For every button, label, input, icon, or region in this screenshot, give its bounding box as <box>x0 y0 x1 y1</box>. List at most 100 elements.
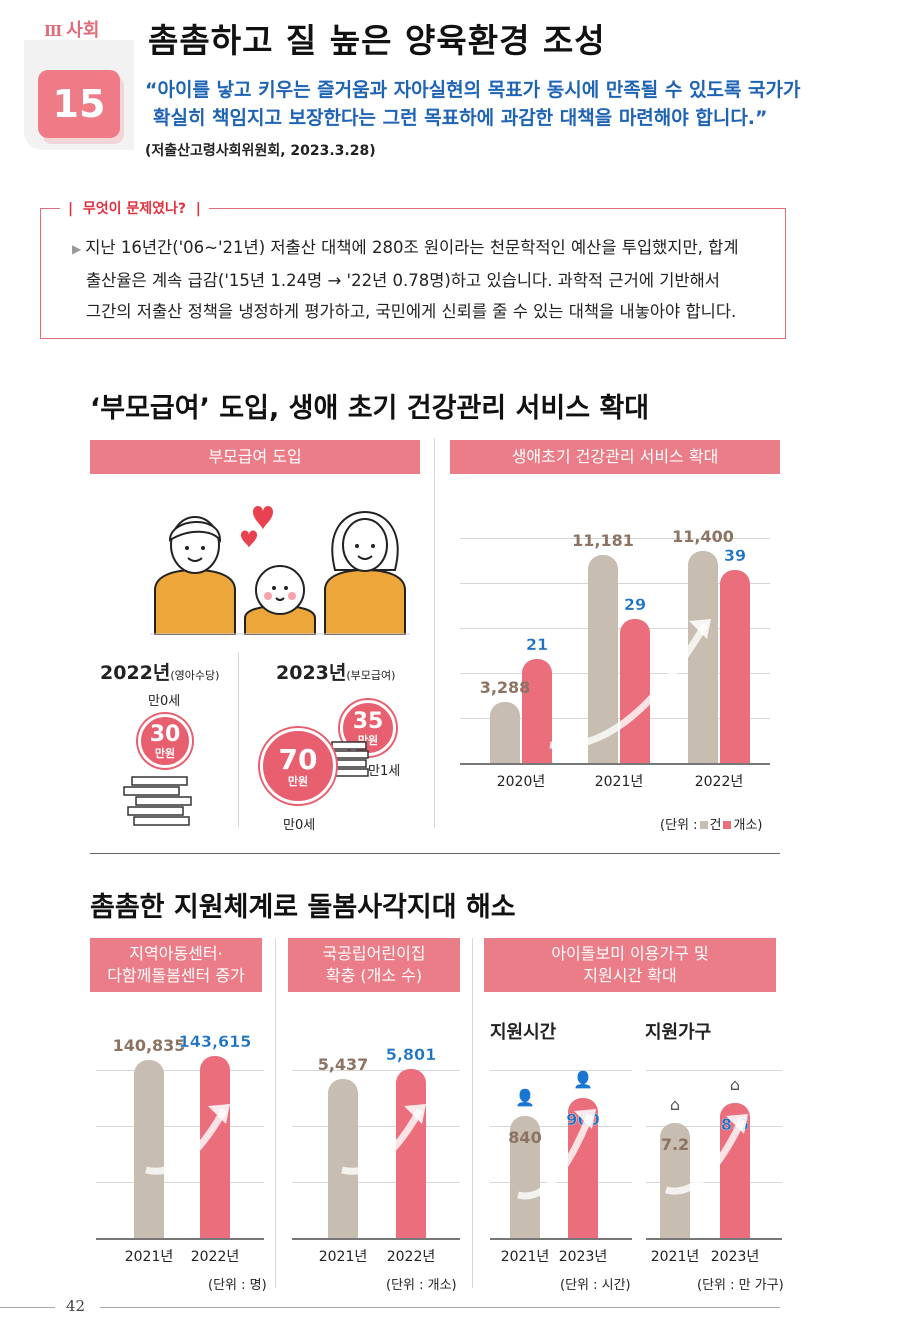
value-label: 143,615 <box>178 1032 252 1052</box>
value-label: 7.2 <box>660 1135 690 1155</box>
trend-arrow-head <box>208 1104 230 1124</box>
trend-arrow-shaft <box>665 1118 746 1195</box>
year-2022-heading: 2022년(영아수당) <box>100 658 219 685</box>
bar-after <box>396 1068 426 1238</box>
section-tag: Ⅲ 사회 <box>44 16 99 42</box>
coin-30: 30 만원 <box>138 714 192 768</box>
value-label: 39 <box>723 545 747 565</box>
coin-value: 35 <box>352 708 384 734</box>
band-line: 다함께돌봄센터 증가 <box>107 966 245 985</box>
grid-line <box>460 538 770 539</box>
x-tick-label: 2023년 <box>558 1249 608 1265</box>
grid-line <box>646 1070 782 1071</box>
value-label: 21 <box>525 634 549 654</box>
age-label: 만0세 <box>148 694 181 709</box>
x-axis <box>460 763 770 765</box>
grid-line <box>490 1126 632 1127</box>
x-tick-label: 2021년 <box>124 1249 174 1265</box>
bar-sites <box>522 658 552 763</box>
trend-arrow-icon <box>549 619 711 750</box>
grid-line <box>646 1182 782 1183</box>
band-line: 확충 (개소 수) <box>325 966 423 985</box>
bar-sites <box>620 619 650 763</box>
footer-line <box>0 1307 55 1308</box>
value-label: 5,437 <box>317 1055 369 1075</box>
band-childcare-centers: 지역아동센터· 다함께돌봄센터 증가 <box>90 938 262 992</box>
x-axis <box>646 1238 782 1240</box>
quote-source: (저출산고령사회위원회, 2023.3.28) <box>145 143 376 159</box>
heart-icon <box>253 506 273 530</box>
person-icon: 👤 <box>515 1087 535 1107</box>
item-number: 15 <box>38 70 120 138</box>
legend-beige-swatch <box>699 821 708 829</box>
legend-label: 개소) <box>733 818 763 833</box>
year-2023: 2023년 <box>276 662 347 684</box>
trend-arrow-head <box>404 1104 426 1124</box>
section1-title: ‘부모급여’ 도입, 생애 초기 건강관리 서비스 확대 <box>90 393 650 424</box>
age-label: 만1세 <box>368 764 401 779</box>
coin-stack-icon <box>123 776 192 826</box>
value-label: 29 <box>623 595 647 615</box>
value-label: 11,400 <box>672 527 734 547</box>
chart5-unit: (단위 : 만 가구) <box>697 1278 784 1293</box>
x-axis <box>96 1238 264 1240</box>
page-title: 촘촘하고 질 높은 양육환경 조성 <box>148 21 606 60</box>
bar-cases <box>688 551 718 763</box>
legend-pink-swatch <box>723 821 732 829</box>
section-divider <box>90 853 780 854</box>
value-label: 3,288 <box>479 677 531 697</box>
trend-arrow-head <box>689 619 711 639</box>
year-2022-note: (영아수당) <box>170 669 220 682</box>
year-2022: 2022년 <box>100 662 171 684</box>
problem-line: 지난 16년간('06~'21년) 저출산 대책에 280조 원이라는 천문학적… <box>85 238 739 257</box>
house-icon: ⌂ <box>669 1095 681 1115</box>
value-label: 11,181 <box>572 531 634 551</box>
section-roman: Ⅲ <box>44 22 63 40</box>
coin-unit: 만원 <box>287 774 309 788</box>
x-tick-label: 2021년 <box>318 1249 368 1265</box>
value-label: 140,835 <box>112 1035 186 1055</box>
band-parent-benefit: 부모급여 도입 <box>90 440 420 474</box>
year-2023-heading: 2023년(부모급여) <box>276 658 395 685</box>
heart-icon <box>241 530 257 548</box>
bar-before <box>510 1115 540 1238</box>
coin-value: 30 <box>149 721 181 747</box>
childcare-centers-chart: 140,835 2021년 143,615 2022년 <box>96 1010 264 1275</box>
x-tick-label: 2021년 <box>500 1249 550 1265</box>
band-line: 지원시간 확대 <box>583 966 677 985</box>
coin-divider <box>238 652 239 827</box>
problem-box <box>40 208 786 339</box>
x-tick-label: 2023년 <box>710 1249 760 1265</box>
grid-line <box>292 1182 460 1183</box>
chart4-unit: (단위 : 시간) <box>560 1278 631 1293</box>
bar-after <box>200 1056 230 1238</box>
trend-arrow-head <box>574 1109 596 1129</box>
x-axis <box>292 1238 460 1240</box>
x-tick-label: 2022년 <box>386 1249 436 1265</box>
section2-divider <box>275 938 276 1288</box>
page-number: 42 <box>66 1297 86 1315</box>
subhead-hours: 지원시간 <box>490 1022 557 1043</box>
problem-label-text: 무엇이 문제였나? <box>82 201 187 217</box>
coin-stack-icon <box>331 741 369 777</box>
grid-line <box>292 1126 460 1127</box>
trend-arrow-icon <box>517 1109 596 1200</box>
subhead-households: 지원가구 <box>645 1022 712 1043</box>
problem-label: | 무엇이 문제였나? | <box>60 198 209 218</box>
grid-line <box>96 1126 264 1127</box>
bullet-triangle-icon: ▶ <box>72 242 82 256</box>
coin-35: 35 만원 <box>340 700 396 756</box>
trend-arrow-shaft <box>549 623 709 750</box>
support-households-chart: 7.22021년8.52023년⌂⌂ <box>646 1010 782 1275</box>
house-icon: ⌂ <box>729 1074 741 1094</box>
coin-unit: 만원 <box>357 733 379 747</box>
band-health-service: 생애초기 건강관리 서비스 확대 <box>450 440 780 474</box>
section-label: 사회 <box>66 20 100 41</box>
bar-before <box>660 1123 690 1238</box>
quote-line: “아이를 낳고 키우는 즐거움과 자아실현의 목표가 동시에 만족될 수 있도록… <box>145 79 801 101</box>
year-2023-note: (부모급여) <box>346 669 396 682</box>
section1-divider <box>434 438 435 828</box>
trend-arrow-icon <box>145 1104 230 1175</box>
band-line: 지역아동센터· <box>129 944 223 963</box>
problem-line: 출산율은 계속 급감('15년 1.24명 → '22년 0.78명)하고 있습… <box>86 271 720 290</box>
